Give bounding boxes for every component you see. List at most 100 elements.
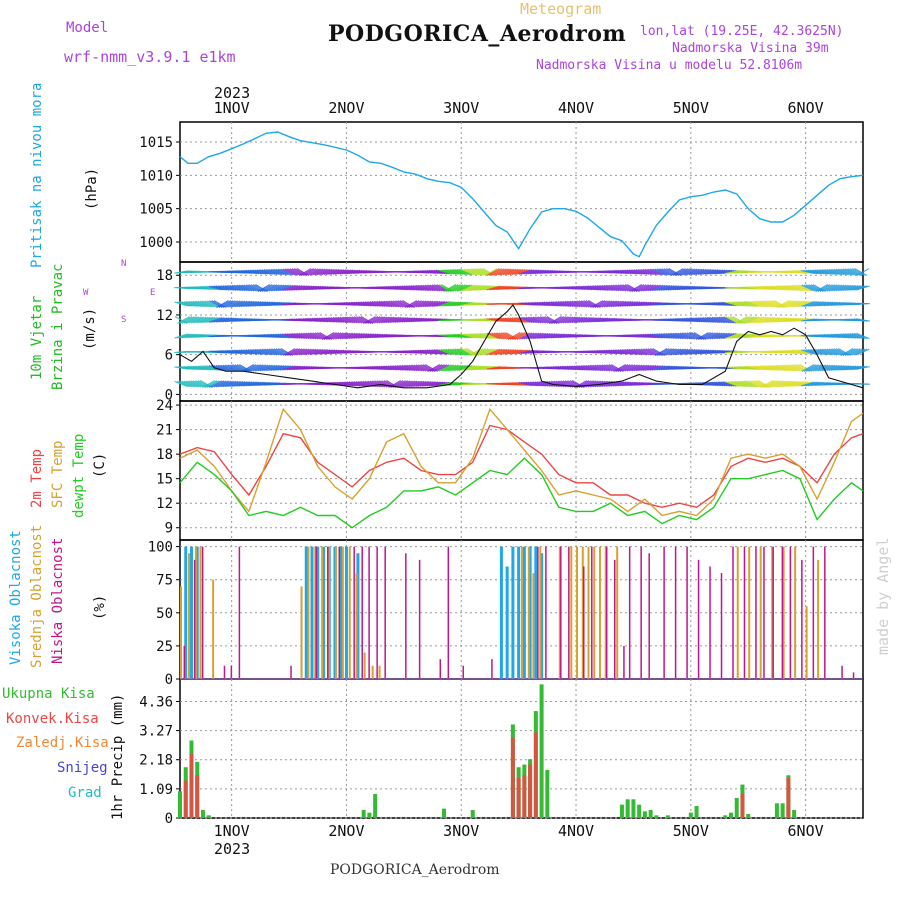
wind-barb <box>332 269 347 275</box>
x-tick-top-2NOV: 2NOV <box>328 99 364 117</box>
wind-barb <box>523 316 537 324</box>
wind-barb <box>434 364 448 372</box>
wind-barb <box>181 316 195 324</box>
wind-barb <box>856 318 870 322</box>
wind-barb <box>665 348 679 356</box>
wind-barb <box>808 349 822 355</box>
wind-barb <box>665 285 680 291</box>
wind-barb <box>316 268 331 276</box>
wind-barb <box>243 284 257 292</box>
wind-barb <box>649 365 664 371</box>
wind-barb <box>720 381 735 387</box>
wind-barb <box>626 348 641 356</box>
wind-barb <box>852 268 865 276</box>
wind-barb <box>716 381 730 387</box>
wind-barb <box>415 300 429 308</box>
wind-barb <box>773 380 787 388</box>
wind-barb <box>826 284 840 292</box>
precip-bar <box>516 777 521 818</box>
wind-barb <box>617 284 631 292</box>
wind-barb <box>539 316 553 324</box>
precip-bar <box>631 799 636 818</box>
wind-barb <box>817 284 831 292</box>
wind-barb <box>461 284 475 292</box>
wind-barb <box>392 317 407 323</box>
wind-barb <box>466 268 480 276</box>
wind-barb <box>270 268 285 276</box>
wind-barb <box>534 332 549 340</box>
wind-barb <box>750 380 764 388</box>
wind-barb <box>835 284 849 292</box>
y-tick-label-0-1015: 1015 <box>139 135 173 151</box>
wind-barb <box>397 365 411 371</box>
wind-barb <box>658 333 673 339</box>
wind-barb <box>419 349 434 355</box>
wind-barb <box>293 285 308 291</box>
wind-barb <box>436 349 450 355</box>
wind-barb <box>771 285 785 291</box>
wind-barb <box>617 364 631 372</box>
wind-barb <box>760 300 774 308</box>
precip-bar <box>774 803 779 818</box>
wind-barb <box>445 348 459 356</box>
temp-2m-line <box>179 424 864 509</box>
wind-barb <box>374 316 388 324</box>
wind-barb <box>512 332 526 340</box>
wind-barb <box>828 348 842 356</box>
wind-barb <box>629 284 643 292</box>
wind-barb <box>828 284 843 292</box>
precip-bar <box>665 815 670 818</box>
wind-barb <box>275 268 289 276</box>
wind-barb <box>734 380 749 388</box>
wind-barb <box>587 285 602 291</box>
wind-barb <box>773 285 788 291</box>
wind-barb <box>417 381 432 387</box>
wind-barb <box>569 316 583 324</box>
wind-barb <box>418 364 431 372</box>
wind-barb <box>509 268 524 276</box>
wind-barb <box>362 301 377 307</box>
wind-barb <box>241 300 255 308</box>
wind-barb <box>215 364 230 372</box>
wind-barb <box>431 364 445 372</box>
wind-barb <box>222 300 236 308</box>
wind-barb <box>298 285 312 291</box>
y-tick-label-3-25: 25 <box>156 639 173 655</box>
wind-barb <box>558 316 572 324</box>
wind-barb <box>397 380 411 388</box>
wind-barb <box>293 348 308 356</box>
wind-barb <box>284 285 299 291</box>
model-elevation-label: Nadmorska Visina u modelu 52.8106m <box>536 58 803 73</box>
wind-barb <box>812 364 826 372</box>
wind-barb <box>776 380 790 388</box>
wind-barb <box>762 300 776 308</box>
wind-barb <box>771 317 785 323</box>
wind-barb <box>376 300 390 308</box>
wind-barb <box>711 316 726 324</box>
wind-barb <box>713 381 728 387</box>
wind-barb <box>445 269 459 275</box>
wind-barb <box>585 285 599 291</box>
wind-barb <box>532 381 547 387</box>
wind-barb <box>688 268 703 276</box>
wind-barb <box>624 301 638 307</box>
wind-barb <box>486 348 501 356</box>
wind-barb <box>351 316 365 324</box>
wind-barb <box>780 285 795 291</box>
wind-barb <box>840 365 854 371</box>
wind-barb <box>647 365 661 371</box>
wind-barb <box>737 316 751 324</box>
wind-barb <box>222 380 237 388</box>
wind-barb <box>466 284 480 292</box>
wind-barb <box>612 349 627 355</box>
wind-barb <box>647 268 661 276</box>
wind-barb <box>718 332 732 340</box>
wind-barb <box>729 333 744 339</box>
wind-barb <box>590 300 604 308</box>
wind-barb <box>819 284 833 292</box>
wind-barb <box>640 364 654 372</box>
wind-barb <box>335 332 349 340</box>
wind-barb <box>853 285 868 291</box>
wind-barb <box>851 348 865 356</box>
